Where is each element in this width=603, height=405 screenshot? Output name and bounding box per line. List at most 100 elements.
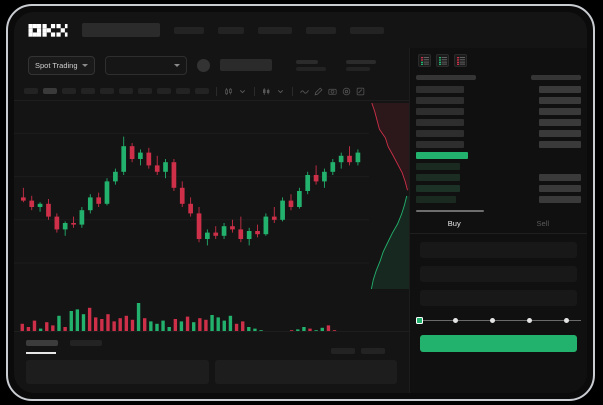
orderbook-price — [416, 163, 460, 170]
camera-icon[interactable] — [328, 87, 337, 96]
depth-svg — [370, 102, 409, 290]
orderbook-mode-asks-only-icon[interactable] — [454, 54, 467, 67]
orders-actions — [331, 348, 385, 354]
orderbook-scrollbar[interactable] — [416, 210, 484, 212]
line-chart-icon[interactable] — [300, 87, 309, 96]
candlestick-svg — [14, 132, 369, 264]
slider-step-75[interactable] — [527, 317, 532, 323]
timeframe-4[interactable] — [100, 88, 114, 94]
nav-search-input[interactable] — [82, 23, 160, 37]
orders-content — [26, 360, 397, 384]
orderbook-price — [416, 196, 456, 203]
timeframe-7[interactable] — [157, 88, 171, 94]
timeframe-9[interactable] — [195, 88, 209, 94]
orderbook-mode-switcher — [410, 48, 587, 72]
timeframe-5[interactable] — [119, 88, 133, 94]
amount-slider[interactable] — [414, 316, 583, 326]
orderbook-rows — [416, 84, 581, 205]
order-tab-sell[interactable]: Sell — [536, 219, 549, 228]
timeframe-3[interactable] — [81, 88, 95, 94]
stat-value — [345, 59, 376, 64]
orderbook-price — [416, 141, 464, 148]
orders-tab-0[interactable] — [26, 340, 58, 346]
pair-select-dropdown[interactable] — [104, 55, 187, 75]
orderbook-ask-row[interactable] — [416, 84, 581, 95]
orderbook-price — [416, 174, 460, 181]
settings-icon[interactable] — [342, 87, 351, 96]
timeframe-1[interactable] — [43, 88, 57, 94]
orderbook-size — [539, 108, 581, 115]
orderbook-bid-row[interactable] — [416, 183, 581, 194]
orderbook-ask-row[interactable] — [416, 117, 581, 128]
stat-label — [295, 66, 326, 71]
orderbook-bid-row[interactable] — [416, 172, 581, 183]
orders-action-1[interactable] — [361, 348, 385, 354]
ticker-stat-0 — [295, 59, 326, 71]
candlestick-chart[interactable] — [14, 101, 369, 281]
orderbook-bid-row[interactable] — [416, 194, 581, 205]
spot-trading-label: Spot Trading — [35, 60, 78, 70]
orderbook-col-size — [531, 75, 581, 80]
fullscreen-icon[interactable] — [356, 87, 365, 96]
nav-item-0[interactable] — [174, 26, 204, 34]
nav-item-2[interactable] — [258, 26, 292, 34]
orderbook-price — [416, 130, 464, 137]
pencil-icon[interactable] — [314, 87, 323, 96]
submit-buy-button[interactable] — [420, 335, 577, 352]
orders-action-0[interactable] — [331, 348, 355, 354]
indicator-icon[interactable] — [262, 87, 271, 96]
orderbook-ask-row[interactable] — [416, 139, 581, 150]
timeframe-6[interactable] — [138, 88, 152, 94]
spot-trading-dropdown[interactable]: Spot Trading — [28, 55, 95, 75]
slider-handle[interactable] — [416, 316, 423, 324]
toolbar-divider — [292, 86, 293, 96]
order-tab-buy[interactable]: Buy — [447, 219, 461, 228]
orders-tab-1[interactable] — [70, 340, 102, 346]
total-field[interactable] — [420, 290, 577, 306]
slider-step-50[interactable] — [490, 317, 495, 323]
toolbar-divider — [216, 86, 217, 96]
orderbook-col-price — [416, 75, 476, 80]
orderbook[interactable] — [410, 72, 587, 205]
stat-value — [295, 59, 318, 64]
chevron-down-icon[interactable] — [238, 87, 247, 96]
orders-block-0[interactable] — [26, 360, 209, 384]
orderbook-price — [416, 152, 468, 159]
orderbook-size — [539, 174, 581, 181]
ticker-stat-1 — [345, 59, 376, 71]
nav-item-1[interactable] — [218, 26, 244, 34]
slider-step-25[interactable] — [453, 317, 458, 323]
orderbook-ask-row[interactable] — [416, 128, 581, 139]
orderbook-mode-both-icon[interactable] — [418, 54, 431, 67]
app-screen: Spot Trading — [14, 12, 587, 393]
orderbook-ask-row[interactable] — [416, 95, 581, 106]
orderbook-mode-bids-only-icon[interactable] — [436, 54, 449, 67]
orderbook-ask-row[interactable] — [416, 106, 581, 117]
chart-panel[interactable] — [14, 101, 409, 339]
okx-logo-icon[interactable] — [28, 23, 68, 37]
timeframe-0[interactable] — [24, 88, 38, 94]
order-panel: Buy Sell — [409, 48, 587, 393]
orderbook-bid-row[interactable] — [416, 161, 581, 172]
slider-track — [416, 320, 581, 321]
timeframe-2[interactable] — [62, 88, 76, 94]
stat-label — [345, 66, 370, 71]
orderbook-size — [539, 130, 581, 137]
nav-item-3[interactable] — [306, 26, 336, 34]
orderbook-price — [416, 97, 464, 104]
device-frame: Spot Trading — [6, 4, 595, 401]
orders-block-1[interactable] — [214, 360, 397, 384]
orderbook-price — [416, 185, 460, 192]
orderbook-size — [539, 97, 581, 104]
orderbook-spread-row[interactable] — [416, 150, 581, 161]
pair-name — [219, 59, 272, 71]
timeframe-8[interactable] — [176, 88, 190, 94]
chevron-down-icon[interactable] — [276, 87, 285, 96]
orderbook-size — [539, 119, 581, 126]
slider-step-100[interactable] — [564, 317, 569, 323]
amount-field[interactable] — [420, 266, 577, 282]
active-tab-underline — [26, 352, 56, 354]
candlestick-icon[interactable] — [224, 87, 233, 96]
price-field[interactable] — [420, 242, 577, 258]
nav-item-4[interactable] — [350, 26, 384, 34]
